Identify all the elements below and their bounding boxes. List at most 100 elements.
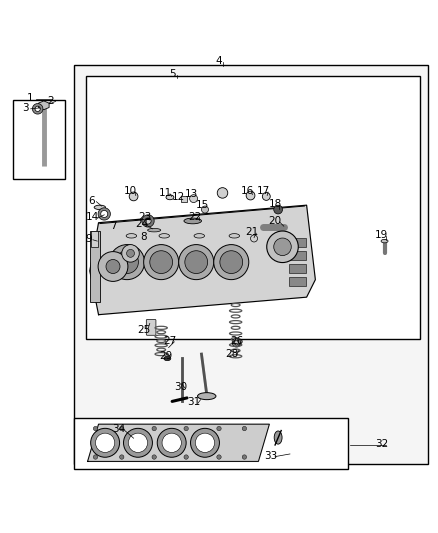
Circle shape <box>129 192 138 201</box>
Ellipse shape <box>274 431 282 444</box>
Wedge shape <box>98 208 110 220</box>
Text: 31: 31 <box>187 397 200 407</box>
Text: 17: 17 <box>257 186 270 196</box>
Circle shape <box>201 206 208 213</box>
Circle shape <box>122 245 139 262</box>
Polygon shape <box>90 205 315 314</box>
Circle shape <box>220 251 243 273</box>
Text: 9: 9 <box>85 234 92 244</box>
Circle shape <box>152 426 156 431</box>
Circle shape <box>217 188 228 198</box>
Circle shape <box>128 433 148 453</box>
Circle shape <box>157 429 186 457</box>
Text: 16: 16 <box>241 186 254 196</box>
Circle shape <box>152 455 156 459</box>
Circle shape <box>246 191 255 200</box>
Ellipse shape <box>164 356 171 361</box>
Text: 4: 4 <box>215 55 223 66</box>
Ellipse shape <box>126 233 137 238</box>
Text: 28: 28 <box>226 349 239 359</box>
Bar <box>74 418 348 469</box>
Circle shape <box>190 195 198 203</box>
Text: 5: 5 <box>169 69 176 79</box>
Text: 22: 22 <box>188 212 201 222</box>
Circle shape <box>184 426 188 431</box>
Circle shape <box>217 455 221 459</box>
Polygon shape <box>39 101 49 110</box>
Text: 20: 20 <box>268 216 282 226</box>
Circle shape <box>120 426 124 431</box>
Text: 18: 18 <box>268 199 282 209</box>
Circle shape <box>110 245 145 280</box>
Ellipse shape <box>166 195 174 200</box>
Ellipse shape <box>148 229 161 232</box>
Ellipse shape <box>198 393 216 400</box>
Text: 6: 6 <box>88 196 95 206</box>
Wedge shape <box>32 103 43 114</box>
Bar <box>289 264 306 273</box>
Circle shape <box>214 245 249 280</box>
Circle shape <box>242 455 247 459</box>
Circle shape <box>267 231 298 263</box>
Circle shape <box>91 429 120 457</box>
Text: 11: 11 <box>159 188 172 198</box>
Text: 21: 21 <box>245 228 258 237</box>
Ellipse shape <box>381 239 388 243</box>
Text: 25: 25 <box>137 325 150 335</box>
Text: 27: 27 <box>163 336 177 346</box>
Circle shape <box>120 455 124 459</box>
Circle shape <box>274 205 283 214</box>
Circle shape <box>150 251 173 273</box>
Circle shape <box>184 455 188 459</box>
Bar <box>86 76 420 339</box>
FancyBboxPatch shape <box>146 319 156 335</box>
Ellipse shape <box>229 233 240 238</box>
Text: 23: 23 <box>138 213 151 222</box>
Circle shape <box>116 251 138 273</box>
Text: 7: 7 <box>110 221 117 231</box>
Text: 1: 1 <box>26 93 33 103</box>
Circle shape <box>106 260 120 273</box>
Text: 34: 34 <box>113 424 126 433</box>
Bar <box>289 278 306 286</box>
Circle shape <box>251 235 258 242</box>
Circle shape <box>93 426 98 431</box>
Wedge shape <box>232 338 241 347</box>
Text: 3: 3 <box>22 103 29 113</box>
Text: 14: 14 <box>86 213 99 222</box>
Circle shape <box>185 251 208 273</box>
Ellipse shape <box>184 218 201 224</box>
Circle shape <box>217 426 221 431</box>
Text: 8: 8 <box>140 232 147 242</box>
Bar <box>91 231 98 247</box>
Polygon shape <box>88 424 269 462</box>
Text: 24: 24 <box>136 220 149 229</box>
Bar <box>74 65 428 464</box>
Wedge shape <box>142 215 154 227</box>
Text: 15: 15 <box>196 200 209 210</box>
Circle shape <box>262 192 270 200</box>
Circle shape <box>162 433 181 453</box>
Circle shape <box>127 249 134 257</box>
Circle shape <box>124 429 152 457</box>
Circle shape <box>98 252 128 281</box>
Text: 10: 10 <box>124 186 137 196</box>
Text: 19: 19 <box>375 230 389 240</box>
Circle shape <box>195 433 215 453</box>
Text: 33: 33 <box>264 451 277 461</box>
Text: 2: 2 <box>47 96 54 106</box>
Ellipse shape <box>94 205 106 209</box>
Text: 13: 13 <box>185 189 198 199</box>
Circle shape <box>179 245 214 280</box>
Bar <box>289 251 306 260</box>
Circle shape <box>242 426 247 431</box>
Text: 29: 29 <box>159 351 172 361</box>
Circle shape <box>191 429 219 457</box>
Bar <box>13 100 65 179</box>
Circle shape <box>144 245 179 280</box>
Circle shape <box>95 433 115 453</box>
Bar <box>289 238 306 247</box>
Circle shape <box>93 455 98 459</box>
Text: 30: 30 <box>174 382 187 392</box>
Ellipse shape <box>159 233 170 238</box>
